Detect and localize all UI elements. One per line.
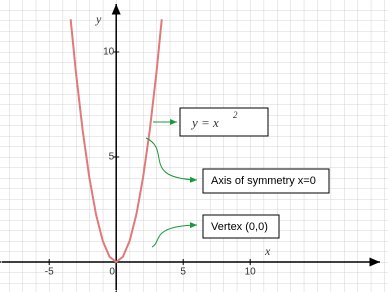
annotation-box <box>202 214 280 239</box>
x-tick-label: 0 <box>109 267 115 278</box>
y-tick-label: 5 <box>109 152 115 163</box>
arrow <box>145 137 198 183</box>
x-axis-label: x <box>264 244 271 258</box>
x-tick-label: 5 <box>180 267 186 278</box>
y-axis-label: y <box>95 12 102 26</box>
x-tick-label: -5 <box>45 267 54 278</box>
arrow <box>151 222 198 248</box>
curve <box>69 19 163 264</box>
y-tick-label: 10 <box>103 47 115 58</box>
annotation: Vertex (0,0) <box>211 221 268 233</box>
equation-exponent: 2 <box>233 110 238 120</box>
equation-box <box>179 107 269 137</box>
annotation: Axis of symmetry x=0 <box>211 175 316 187</box>
x-tick-label: 10 <box>245 267 257 278</box>
equation-text: y = x <box>190 115 219 130</box>
annotation-box <box>202 168 330 194</box>
